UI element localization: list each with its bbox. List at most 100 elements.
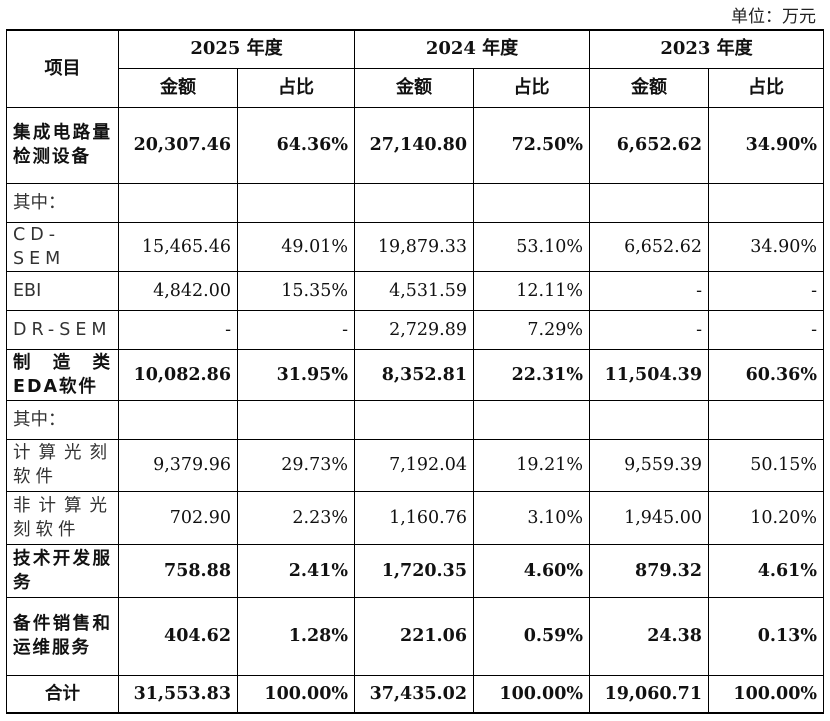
- ratio-cell: 10.20%: [708, 490, 824, 545]
- table-row: 技术开发服务 758.88 2.41% 1,720.35 4.60% 879.32 4.61…: [6, 543, 824, 598]
- amount-cell: 37,435.02: [354, 674, 474, 714]
- amount-cell: 221.06: [354, 596, 474, 676]
- ratio-cell: 15.35%: [237, 270, 355, 311]
- ratio-cell: 49.01%: [237, 221, 355, 272]
- amount-cell: 10,082.86: [118, 348, 238, 401]
- row-label: 技术开发服务: [6, 543, 119, 598]
- amount-cell: 404.62: [118, 596, 238, 676]
- amount-cell: [354, 182, 474, 223]
- header-year-2024: 2024 年度: [354, 29, 590, 69]
- ratio-cell: 64.36%: [237, 106, 355, 184]
- table-row: 制造类EDA软件 10,082.86 31.95% 8,352.81 22.31% 11,…: [6, 348, 824, 401]
- amount-cell: 1,945.00: [589, 490, 709, 545]
- amount-cell: -: [118, 309, 238, 350]
- header-ratio: 占比: [237, 67, 355, 108]
- ratio-cell: 100.00%: [237, 674, 355, 714]
- row-label: EBI: [6, 270, 119, 311]
- row-label: DR-SEM: [6, 309, 119, 350]
- ratio-cell: 12.11%: [473, 270, 590, 311]
- ratio-cell: 34.90%: [708, 106, 824, 184]
- amount-cell: 2,729.89: [354, 309, 474, 350]
- ratio-cell: [473, 182, 590, 223]
- table-row: DR-SEM - -2,729.89 7.29% - -: [6, 309, 824, 350]
- header-amount: 金额: [589, 67, 709, 108]
- ratio-cell: 0.13%: [708, 596, 824, 676]
- amount-cell: 20,307.46: [118, 106, 238, 184]
- ratio-cell: 0.59%: [473, 596, 590, 676]
- table-row: 其中：: [6, 182, 824, 223]
- table-row: 合计 31,553.83 100.00% 37,435.02 100.00% 19,060…: [6, 674, 824, 714]
- table-row: 其中：: [6, 399, 824, 440]
- amount-cell: -: [589, 270, 709, 311]
- ratio-cell: 29.73%: [237, 438, 355, 492]
- ratio-cell: -: [708, 270, 824, 311]
- ratio-cell: 19.21%: [473, 438, 590, 492]
- ratio-cell: 22.31%: [473, 348, 590, 401]
- table-row: CD-SEM 15,465.46 49.01% 19,879.33 53.10% 6,65…: [6, 221, 824, 272]
- ratio-cell: 4.61%: [708, 543, 824, 598]
- table-row: 集成电路量检测设备 20,307.46 64.36% 27,140.80 72.50% 6…: [6, 106, 824, 184]
- amount-cell: 879.32: [589, 543, 709, 598]
- ratio-cell: 34.90%: [708, 221, 824, 272]
- ratio-cell: [473, 399, 590, 440]
- amount-cell: 9,559.39: [589, 438, 709, 492]
- row-label: CD-SEM: [6, 221, 119, 272]
- ratio-cell: -: [237, 309, 355, 350]
- row-label: 非计算光刻软件: [6, 490, 119, 545]
- amount-cell: 8,352.81: [354, 348, 474, 401]
- ratio-cell: -: [708, 309, 824, 350]
- amount-cell: -: [589, 309, 709, 350]
- ratio-cell: 2.23%: [237, 490, 355, 545]
- amount-cell: [118, 399, 238, 440]
- revenue-breakdown-table: 项目 2025 年度 2024 年度 2023 年度 金额 占比 金额 占比 金…: [6, 29, 824, 714]
- amount-cell: 702.90: [118, 490, 238, 545]
- amount-cell: [589, 182, 709, 223]
- table-row: EBI 4,842.00 15.35% 4,531.59 12.11% - -: [6, 270, 824, 311]
- amount-cell: 27,140.80: [354, 106, 474, 184]
- header-item: 项目: [6, 29, 119, 108]
- amount-cell: 11,504.39: [589, 348, 709, 401]
- ratio-cell: 53.10%: [473, 221, 590, 272]
- ratio-cell: [237, 182, 355, 223]
- amount-cell: 19,060.71: [589, 674, 709, 714]
- table-row: 计算光刻软件 9,379.96 29.73% 7,192.04 19.21% 9,559.…: [6, 438, 824, 492]
- header-amount: 金额: [354, 67, 474, 108]
- row-label: 备件销售和运维服务: [6, 596, 119, 676]
- amount-cell: 9,379.96: [118, 438, 238, 492]
- row-label: 其中：: [6, 399, 119, 440]
- header-ratio: 占比: [473, 67, 590, 108]
- ratio-cell: 4.60%: [473, 543, 590, 598]
- ratio-cell: 3.10%: [473, 490, 590, 545]
- ratio-cell: [237, 399, 355, 440]
- amount-cell: 19,879.33: [354, 221, 474, 272]
- ratio-cell: 50.15%: [708, 438, 824, 492]
- table-row: 备件销售和运维服务 404.62 1.28% 221.06 0.59% 24.38 0.13…: [6, 596, 824, 676]
- ratio-cell: 60.36%: [708, 348, 824, 401]
- amount-cell: 1,720.35: [354, 543, 474, 598]
- amount-cell: 15,465.46: [118, 221, 238, 272]
- amount-cell: 1,160.76: [354, 490, 474, 545]
- amount-cell: 24.38: [589, 596, 709, 676]
- ratio-cell: 7.29%: [473, 309, 590, 350]
- header-year-2023: 2023 年度: [589, 29, 824, 69]
- amount-cell: 31,553.83: [118, 674, 238, 714]
- amount-cell: 4,842.00: [118, 270, 238, 311]
- header-amount: 金额: [118, 67, 238, 108]
- ratio-cell: 100.00%: [473, 674, 590, 714]
- ratio-cell: 72.50%: [473, 106, 590, 184]
- amount-cell: 6,652.62: [589, 106, 709, 184]
- unit-label: 单位：万元: [731, 7, 816, 27]
- ratio-cell: 31.95%: [237, 348, 355, 401]
- row-label: 其中：: [6, 182, 119, 223]
- table-row: 非计算光刻软件 702.90 2.23% 1,160.76 3.10% 1,945.00 1…: [6, 490, 824, 545]
- row-label: 制造类EDA软件: [6, 348, 119, 401]
- header-year-2025: 2025 年度: [118, 29, 355, 69]
- header-ratio: 占比: [708, 67, 824, 108]
- amount-cell: 6,652.62: [589, 221, 709, 272]
- ratio-cell: 100.00%: [708, 674, 824, 714]
- ratio-cell: 2.41%: [237, 543, 355, 598]
- amount-cell: [354, 399, 474, 440]
- table-body: 集成电路量检测设备 20,307.46 64.36% 27,140.80 72.50% 6…: [6, 106, 824, 714]
- row-label: 合计: [6, 674, 119, 714]
- ratio-cell: 1.28%: [237, 596, 355, 676]
